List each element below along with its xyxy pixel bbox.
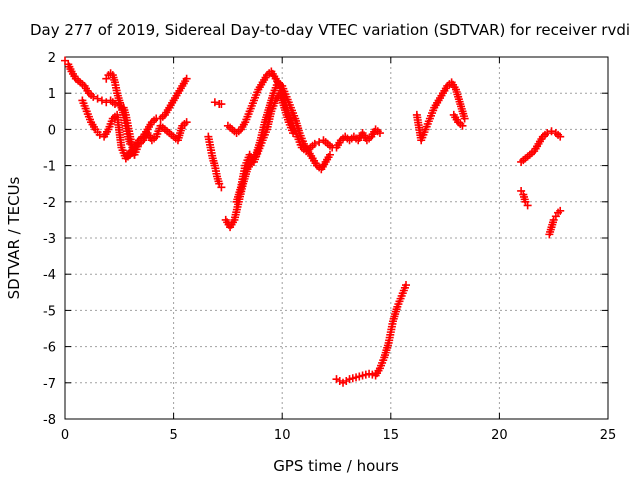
y-tick-label: -5: [43, 304, 56, 319]
data-point: [460, 114, 469, 123]
data-point: [325, 150, 334, 159]
series-2: [102, 69, 135, 148]
data-point: [126, 139, 135, 148]
y-tick-label: -7: [43, 377, 56, 392]
series-9: [232, 89, 298, 206]
data-point: [547, 127, 556, 136]
data-point: [523, 201, 532, 210]
x-tick-labels: 0 5 10 15 20 25: [61, 428, 616, 443]
series-6: [204, 132, 226, 192]
x-tick-label: 20: [491, 428, 508, 443]
y-tick-label: -6: [43, 341, 56, 356]
y-tick-label: -4: [43, 268, 56, 283]
x-tick-label: 15: [383, 428, 400, 443]
data-point: [375, 129, 384, 138]
series-4: [121, 118, 191, 163]
data-point: [182, 74, 191, 83]
data-point: [556, 206, 565, 215]
x-tick-label: 0: [61, 428, 69, 443]
x-tick-label: 5: [169, 428, 177, 443]
data-point: [110, 100, 119, 109]
y-tick-label: -8: [43, 413, 56, 428]
series-13: [517, 127, 565, 166]
y-tick-label: 0: [48, 123, 56, 138]
chart-title: Day 277 of 2019, Sidereal Day-to-day VTE…: [30, 21, 630, 39]
series-14: [517, 186, 532, 210]
y-tick-labels: -8 -7 -6 -5 -4 -3 -2 -1 0 1 2: [43, 51, 56, 428]
data-point: [217, 183, 226, 192]
data-point: [289, 129, 298, 138]
x-tick-label: 25: [600, 428, 617, 443]
data-point: [89, 92, 98, 101]
y-tick-label: -2: [43, 196, 56, 211]
data-point: [556, 132, 565, 141]
y-tick-label: 2: [48, 51, 56, 66]
series-5: [210, 98, 226, 109]
data-point: [402, 281, 411, 290]
y-tick-label: -3: [43, 232, 56, 247]
data-point: [543, 129, 552, 138]
y-axis-label: SDTVAR / TECUs: [5, 176, 23, 299]
data-point: [310, 139, 319, 148]
data-point: [210, 98, 219, 107]
y-tick-label: 1: [48, 87, 56, 102]
grid: [65, 57, 608, 419]
series-10: [332, 281, 411, 387]
data-point: [458, 121, 467, 130]
series-15: [545, 206, 565, 239]
data-point: [182, 118, 191, 127]
series-12: [449, 110, 467, 130]
x-tick-label: 10: [274, 428, 291, 443]
series-11: [412, 78, 469, 145]
data-point: [93, 94, 102, 103]
data-point: [97, 96, 106, 105]
x-axis-label: GPS time / hours: [273, 457, 399, 475]
data-point: [217, 100, 226, 109]
y-tick-label: -1: [43, 160, 56, 175]
data-points: [61, 56, 565, 387]
